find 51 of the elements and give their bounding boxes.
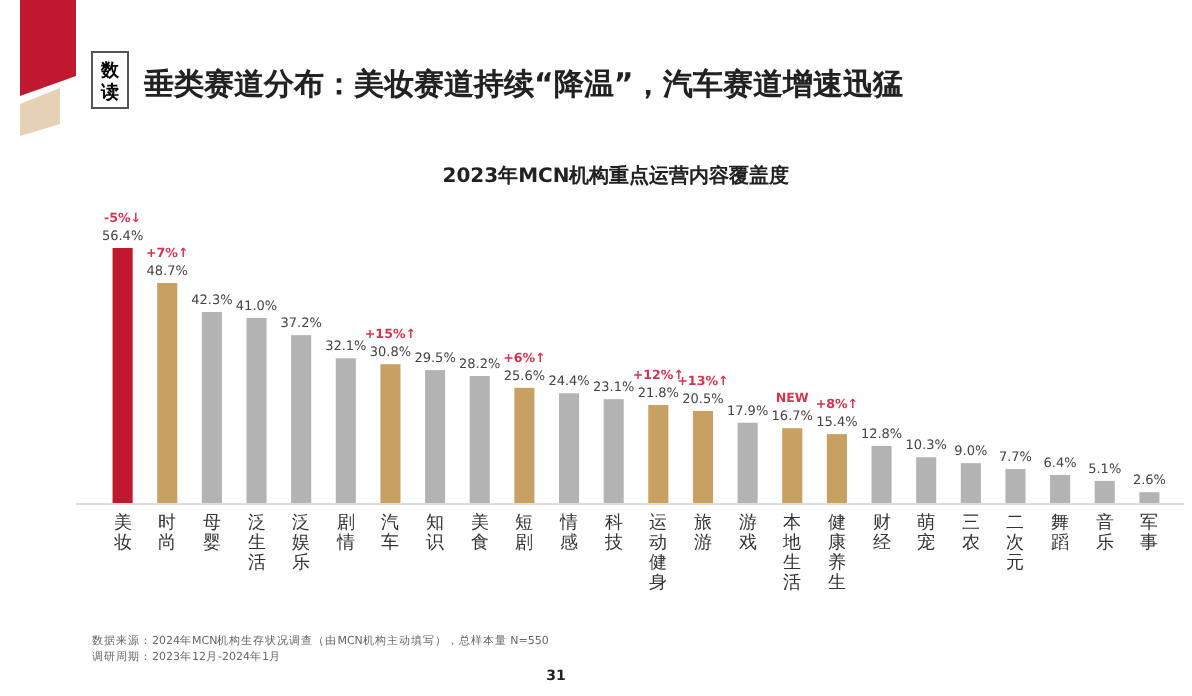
x-tick-label: 舞蹈: [1051, 512, 1070, 554]
bar: [1094, 480, 1115, 504]
bar: [603, 399, 624, 504]
x-tick-label: 运动健身: [649, 512, 668, 594]
bar: [648, 405, 669, 504]
chart-subtitle: 2023年MCN机构重点运营内容覆盖度: [442, 164, 790, 188]
x-tick-label: 三农: [961, 514, 980, 554]
bar: [1139, 492, 1160, 504]
x-tick-label: 本地生活: [781, 512, 802, 594]
x-tick-label: 游戏: [738, 512, 757, 554]
bar: [112, 248, 133, 504]
bar: [380, 364, 401, 504]
x-tick-label: 军事: [1140, 512, 1159, 554]
x-tick-label: 美妆: [113, 512, 132, 554]
chart-title: 垂类赛道分布：美妆赛道持续“降温”，汽车赛道增速迅猛: [142, 66, 904, 102]
x-tick-label: 旅游: [693, 512, 712, 554]
x-tick-label: 科技: [602, 512, 623, 554]
bar: [960, 463, 981, 504]
bar: [291, 335, 312, 504]
x-tick-label: 二次元: [1006, 514, 1025, 574]
x-tick-label: 泛娱乐: [292, 512, 311, 574]
x-tick-label: 短剧: [515, 512, 534, 554]
bar: [246, 317, 267, 504]
bar: [871, 445, 892, 504]
bar: [201, 312, 222, 504]
x-tick-label: 萌宠: [917, 512, 936, 554]
bar: [737, 422, 758, 504]
bar: [425, 370, 446, 504]
x-tick-label: 财经: [872, 512, 891, 554]
x-tick-label: 母婴: [202, 512, 221, 554]
bar: [1050, 474, 1071, 504]
x-tick-label: 泛生活: [247, 512, 266, 574]
x-tick-label: 剧情: [334, 512, 355, 554]
bar: [469, 376, 490, 504]
x-tick-label: 美食: [470, 512, 489, 554]
bar: [514, 387, 535, 504]
bar: [157, 282, 178, 504]
bar: [335, 358, 356, 504]
x-tick-label: 知识: [426, 512, 445, 554]
x-tick-label: 健康养生: [827, 512, 846, 594]
bar: [826, 434, 847, 504]
bar: [692, 410, 714, 504]
text: 数读: [99, 60, 121, 104]
x-tick-label: 汽车: [381, 512, 400, 554]
bar: [558, 393, 580, 504]
x-tick-label: 时尚: [158, 512, 177, 554]
x-tick-label: 情感: [558, 512, 579, 554]
bar: [1005, 469, 1026, 504]
bar: [916, 457, 937, 504]
x-tick-label: 音乐: [1095, 512, 1114, 554]
bar: [782, 428, 803, 504]
